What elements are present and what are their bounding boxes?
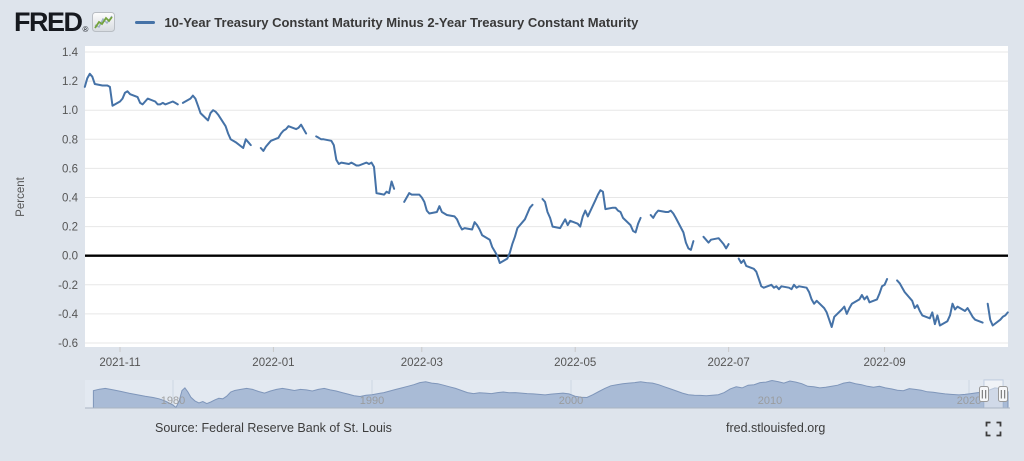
series-line — [83, 72, 1009, 328]
y-tick-label: 0.0 — [62, 251, 78, 263]
plot-area[interactable] — [85, 46, 1008, 347]
y-tick-label: -0.6 — [58, 338, 78, 350]
navigator-decade-label: 2020 — [957, 395, 981, 407]
y-tick-label: 0.6 — [62, 163, 78, 175]
navigator-decade-label: 2010 — [758, 395, 782, 407]
navigator-area — [92, 379, 1009, 409]
x-tick-label: 2022-05 — [554, 357, 596, 369]
y-tick-label: 0.4 — [62, 193, 79, 205]
fred-logo-chart-icon — [92, 12, 116, 32]
x-tick-label: 2022-07 — [708, 357, 750, 369]
navigator-decade-label: 1990 — [360, 395, 384, 407]
y-tick-label: 1.2 — [62, 76, 78, 88]
fullscreen-button[interactable] — [981, 418, 1005, 442]
y-tick-label: 0.8 — [62, 134, 78, 146]
source-text: Source: Federal Reserve Bank of St. Loui… — [155, 421, 392, 435]
header: FRED ® 10-Year Treasury Constant Maturit… — [14, 6, 638, 38]
graph-title: 10-Year Treasury Constant Maturity Minus… — [164, 14, 639, 30]
navigator-decade-label: 1980 — [161, 395, 185, 407]
x-tick-label: 2022-09 — [863, 357, 905, 369]
series-legend-dash — [135, 20, 156, 24]
registered-trademark: ® — [82, 25, 89, 34]
y-axis-title: Percent — [15, 176, 27, 216]
site-link[interactable]: fred.stlouisfed.org — [726, 421, 826, 435]
navigator-handle-right[interactable] — [998, 386, 1008, 402]
x-tick-label: 2022-03 — [401, 357, 443, 369]
navigator-decade-label: 2000 — [559, 395, 583, 407]
y-tick-label: -0.4 — [58, 309, 78, 321]
y-tick-label: 1.4 — [62, 47, 79, 59]
fullscreen-icon — [985, 421, 1001, 436]
x-tick-label: 2021-11 — [99, 357, 140, 369]
y-tick-label: -0.2 — [58, 280, 78, 292]
y-tick-label: 1.0 — [62, 105, 78, 117]
y-tick-label: 0.2 — [62, 222, 78, 234]
navigator-handle-left[interactable] — [979, 386, 989, 402]
fred-logo[interactable]: FRED — [14, 7, 83, 37]
x-tick-label: 2022-01 — [252, 357, 294, 369]
